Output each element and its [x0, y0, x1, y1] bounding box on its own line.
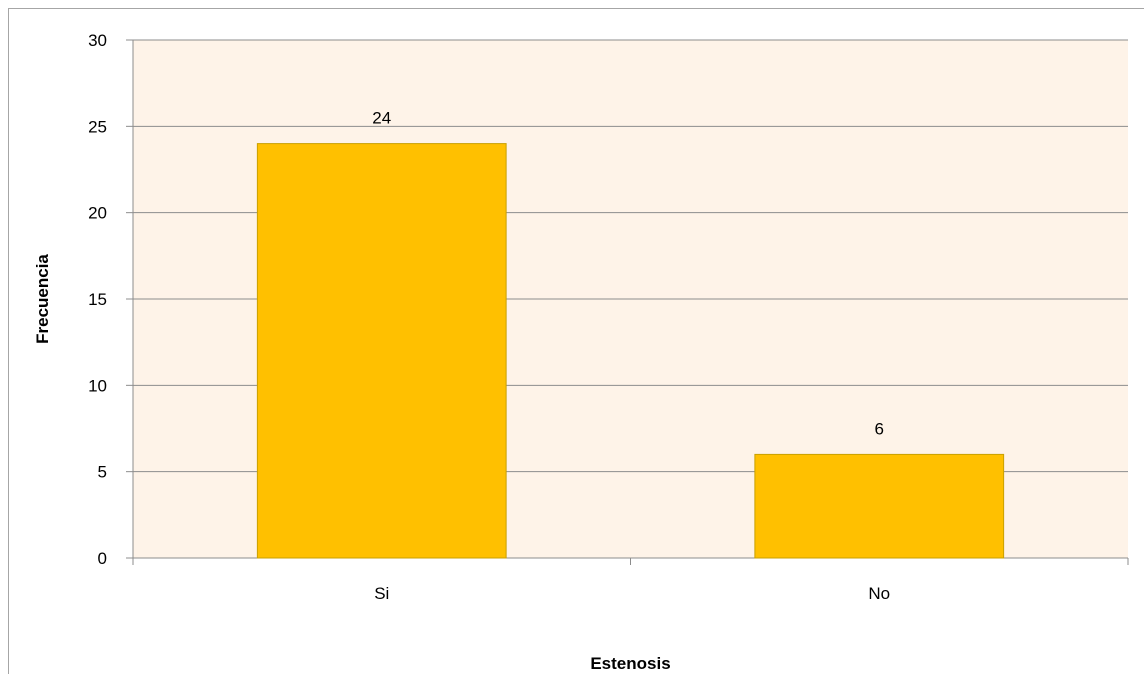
data-labels: 24 6: [372, 109, 884, 439]
y-tick-label: 0: [98, 549, 107, 568]
y-axis-ticks: 0 5 10 15 20 25 30: [88, 31, 107, 568]
data-label-no: 6: [875, 419, 884, 438]
y-tick-label: 15: [88, 290, 107, 309]
y-tick-label: 10: [88, 376, 107, 395]
y-tick-label: 5: [98, 463, 107, 482]
y-tick-label: 20: [88, 204, 107, 223]
y-tick-label: 30: [88, 31, 107, 50]
x-tick-label-no: No: [868, 584, 890, 603]
x-axis-title: Estenosis: [590, 654, 670, 673]
x-tick-label-si: Si: [374, 584, 389, 603]
bars: [256, 143, 1005, 559]
y-tick-label: 25: [88, 117, 107, 136]
bar-si: [256, 143, 507, 559]
x-axis-ticks: Si No: [374, 584, 890, 603]
chart-frame: [8, 8, 1144, 674]
y-axis-title: Frecuencia: [33, 254, 52, 344]
data-label-si: 24: [372, 109, 391, 128]
bar-no: [754, 453, 1005, 559]
